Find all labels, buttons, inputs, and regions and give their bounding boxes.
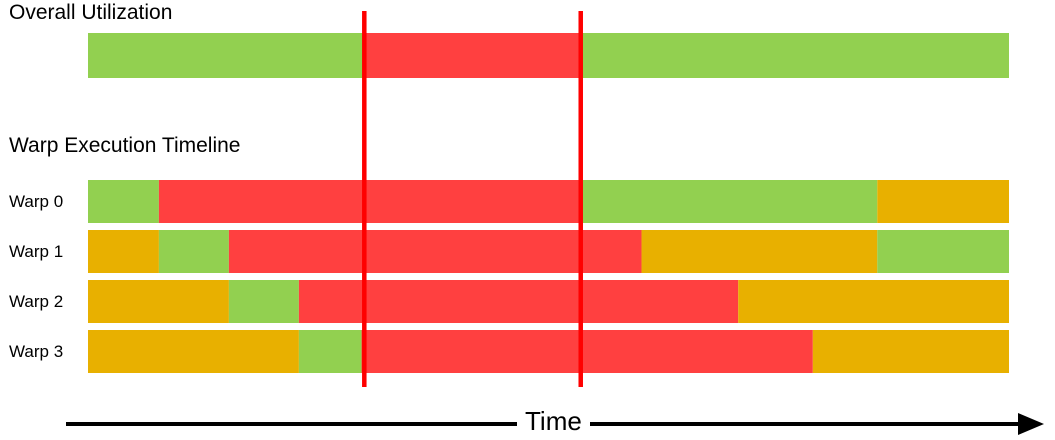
warp-1-segment-active (877, 230, 1009, 273)
time-axis-arrowhead (1018, 413, 1044, 435)
warp-3-segment-active (298, 330, 362, 373)
warp-3-segment-waiting (812, 330, 1009, 373)
warp-0-segment-active (582, 180, 878, 223)
warp-2-segment-waiting (88, 280, 229, 323)
warp-label-3: Warp 3 (9, 342, 64, 361)
warp-2-segment-active (228, 280, 299, 323)
warp-0-segment-active (88, 180, 159, 223)
warp-1-segment-waiting (88, 230, 159, 273)
warp-label-2: Warp 2 (9, 292, 64, 311)
warp-3-segment-stalled (361, 330, 813, 373)
overall-segment-active (88, 33, 365, 78)
warp-label-0: Warp 0 (9, 192, 64, 211)
warp-2-segment-waiting (738, 280, 1009, 323)
overall-segment-stalled (364, 33, 581, 78)
warp-3-segment-waiting (88, 330, 299, 373)
overall-segment-active (580, 33, 1009, 78)
overall-utilization-title: Overall Utilization (9, 1, 173, 24)
warp-1-segment-active (158, 230, 229, 273)
warp-label-1: Warp 1 (9, 242, 64, 261)
warp-0-segment-stalled (158, 180, 583, 223)
warp-2-segment-stalled (298, 280, 739, 323)
warp-1-segment-waiting (641, 230, 878, 273)
warp-timeline-title: Warp Execution Timeline (9, 134, 241, 157)
warp-0-segment-waiting (877, 180, 1009, 223)
time-axis-label: Time (517, 406, 590, 437)
warp-1-segment-stalled (228, 230, 642, 273)
